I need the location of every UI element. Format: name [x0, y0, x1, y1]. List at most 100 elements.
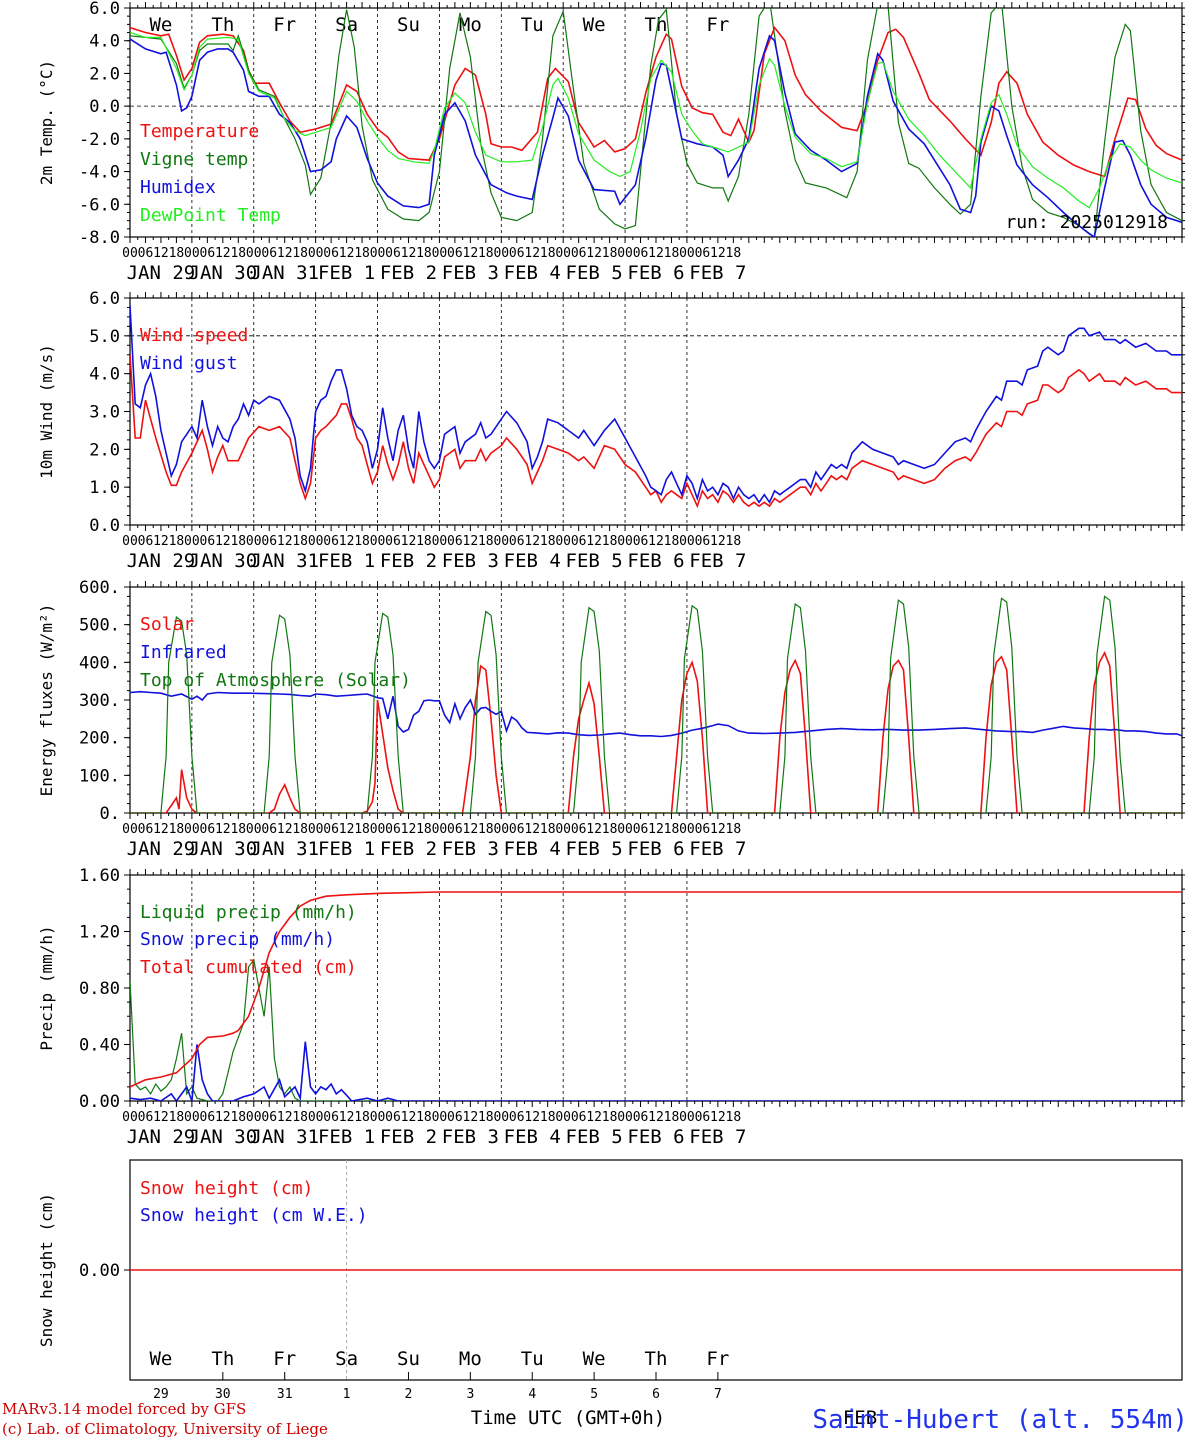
- hour-tick-label: 18: [169, 1110, 185, 1125]
- y-axis-label: Precip (mm/h): [37, 925, 56, 1050]
- hour-tick-label: 18: [230, 534, 246, 549]
- hour-tick-label: 06: [385, 246, 401, 261]
- hour-tick-label: 06: [323, 534, 339, 549]
- series-line-wind-speed: [130, 354, 1182, 509]
- day-label: JAN 29: [127, 550, 196, 572]
- hour-tick-label: 12: [153, 246, 169, 261]
- hour-tick-label: 00: [370, 534, 386, 549]
- legend-entry: Snow height (cm): [140, 1178, 313, 1199]
- day-label: FEB 7: [689, 838, 746, 860]
- hour-tick-label: 12: [648, 1110, 664, 1125]
- legend-entry: Snow precip (mm/h): [140, 929, 335, 950]
- hour-tick-label: 12: [153, 1110, 169, 1125]
- legend-entry: Vigne temp: [140, 149, 248, 170]
- day-number-label: 3: [466, 1387, 474, 1402]
- day-number-label: 30: [215, 1387, 231, 1402]
- hour-tick-label: 00: [617, 534, 633, 549]
- series-line-dewpoint-temp: [130, 31, 1182, 209]
- y-tick-label: 500.: [79, 616, 120, 636]
- hour-tick-label: 00: [679, 822, 695, 837]
- y-axis-label: 2m Temp. (°C): [37, 60, 56, 185]
- hour-tick-label: 12: [586, 822, 602, 837]
- hour-tick-label: 12: [524, 1110, 540, 1125]
- y-axis-label: Energy fluxes (W/m²): [37, 604, 56, 797]
- hour-tick-label: 00: [555, 1110, 571, 1125]
- hour-tick-label: 00: [184, 534, 200, 549]
- y-tick-label: 0.00: [79, 1261, 120, 1281]
- hour-tick-label: 00: [679, 534, 695, 549]
- hour-tick-label: 12: [153, 822, 169, 837]
- hour-tick-label: 12: [524, 822, 540, 837]
- hour-tick-label: 06: [138, 246, 154, 261]
- day-number-label: 5: [590, 1387, 598, 1402]
- day-label: FEB 2: [380, 1126, 437, 1148]
- y-tick-label: 4.0: [89, 32, 120, 52]
- day-label: FEB 5: [566, 838, 623, 860]
- weekday-label: Tu: [521, 14, 544, 36]
- panel-1: 6.0 4.0 2.0 0.0 -2.0 -4.0 -6.0 -8.0 2m Temp. (°C…: [37, 0, 1185, 284]
- day-label: FEB 5: [566, 262, 623, 284]
- hour-tick-label: 06: [447, 534, 463, 549]
- hour-tick-label: 06: [633, 1110, 649, 1125]
- y-tick-label: 600.: [79, 578, 120, 598]
- hour-tick-label: 06: [695, 822, 711, 837]
- footer: MARv3.14 model forced by GFS (c) Lab. of …: [2, 1400, 1188, 1438]
- day-label: JAN 30: [189, 550, 258, 572]
- hour-tick-label: 18: [230, 1110, 246, 1125]
- hour-tick-label: 18: [602, 246, 618, 261]
- hour-tick-label: 12: [710, 822, 726, 837]
- hour-tick-label: 18: [354, 534, 370, 549]
- hour-tick-label: 06: [633, 246, 649, 261]
- hour-tick-label: 18: [602, 534, 618, 549]
- y-tick-label: 3.0: [89, 403, 120, 423]
- y-axis-label: Snow height (cm): [37, 1193, 56, 1347]
- day-label: FEB 6: [627, 262, 684, 284]
- hour-tick-label: 12: [401, 534, 417, 549]
- day-number-label: 2: [405, 1387, 413, 1402]
- y-tick-label: 0.40: [79, 1036, 120, 1056]
- y-tick-label: 300.: [79, 691, 120, 711]
- day-label: JAN 31: [250, 1126, 319, 1148]
- hour-tick-label: 12: [524, 246, 540, 261]
- y-tick-label: 1.20: [79, 923, 120, 943]
- series-line-wind-gust: [130, 305, 1182, 504]
- hour-tick-label: 18: [169, 534, 185, 549]
- day-label: FEB 3: [442, 838, 499, 860]
- y-tick-label: 0.: [100, 804, 120, 824]
- hour-tick-label: 06: [571, 1110, 587, 1125]
- day-label: JAN 30: [189, 262, 258, 284]
- series-line-infrared: [130, 690, 1182, 738]
- hour-tick-label: 06: [200, 1110, 216, 1125]
- hour-tick-label: 00: [432, 246, 448, 261]
- legend-entry: Infrared: [140, 642, 227, 663]
- hour-tick-label: 06: [200, 822, 216, 837]
- hour-tick-label: 18: [230, 246, 246, 261]
- hour-tick-label: 06: [571, 246, 587, 261]
- day-label: FEB 3: [442, 1126, 499, 1148]
- hour-tick-label: 12: [463, 246, 479, 261]
- hour-tick-label: 06: [509, 822, 525, 837]
- weekday-label: We: [149, 1348, 172, 1370]
- hour-tick-label: 06: [261, 534, 277, 549]
- hour-tick-label: 18: [292, 1110, 308, 1125]
- weekday-label: Fr: [273, 14, 296, 36]
- hour-tick-label: 06: [447, 246, 463, 261]
- y-tick-label: 5.0: [89, 327, 120, 347]
- weekday-label: Th: [211, 14, 234, 36]
- hour-tick-label: 00: [246, 1110, 262, 1125]
- hour-tick-label: 18: [540, 822, 556, 837]
- hour-tick-label: 12: [277, 822, 293, 837]
- hour-tick-label: 18: [169, 822, 185, 837]
- hour-tick-label: 00: [617, 246, 633, 261]
- weekday-label: Su: [397, 1348, 420, 1370]
- day-label: JAN 29: [127, 1126, 196, 1148]
- day-label: FEB 6: [627, 1126, 684, 1148]
- hour-tick-label: 12: [463, 534, 479, 549]
- hour-tick-label: 18: [416, 534, 432, 549]
- y-tick-label: -8.0: [79, 228, 120, 248]
- panel-5: 0.00 Snow height (cm) We 29 Th 30 Fr 31 Sa 1 Su 2 Mo…: [37, 1159, 1183, 1402]
- hour-tick-label: 00: [432, 822, 448, 837]
- hour-tick-label: 06: [138, 1110, 154, 1125]
